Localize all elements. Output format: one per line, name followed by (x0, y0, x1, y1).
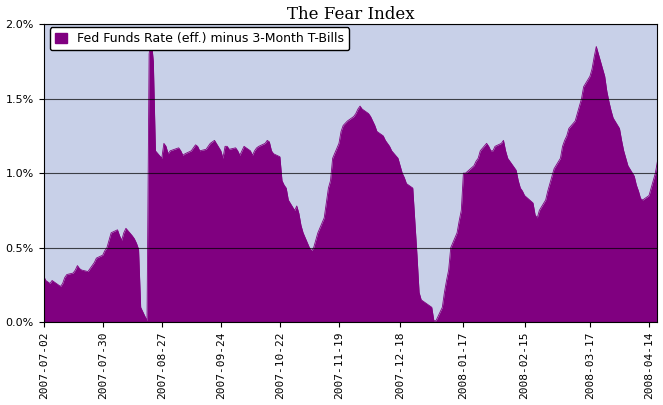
Title: The Fear Index: The Fear Index (286, 6, 414, 23)
Legend: Fed Funds Rate (eff.) minus 3-Month T-Bills: Fed Funds Rate (eff.) minus 3-Month T-Bi… (50, 27, 349, 50)
